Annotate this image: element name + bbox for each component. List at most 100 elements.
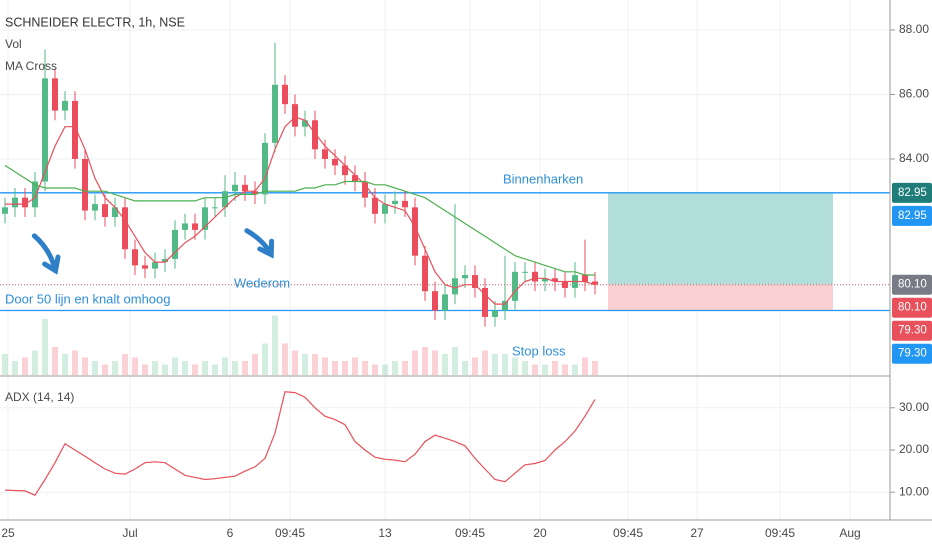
candle-body (182, 223, 188, 230)
volume-bar (12, 361, 18, 375)
volume-bar (72, 350, 78, 375)
volume-bar (332, 361, 338, 375)
candle-body (92, 204, 98, 211)
x-tick-label: 6 (227, 526, 234, 540)
candle-body (172, 229, 178, 259)
candle-body (192, 223, 198, 230)
volume-bar (62, 354, 68, 375)
y-tick-label: 30.00 (899, 400, 929, 414)
volume-bar (202, 361, 208, 375)
candle-body (352, 175, 358, 182)
annotation: Wederom (234, 275, 290, 290)
candle-body (242, 184, 248, 192)
volume-bar (102, 364, 108, 375)
candle-body (342, 165, 348, 176)
candle-body (22, 197, 28, 208)
candle-body (12, 197, 18, 208)
candle-body (132, 249, 138, 266)
volume-bar (22, 357, 28, 375)
candle-body (102, 204, 108, 218)
y-tick-label: 86.00 (899, 87, 929, 101)
volume-bar (262, 343, 268, 375)
candle-body (402, 200, 408, 208)
candle-body (432, 291, 438, 311)
candle-body (112, 207, 118, 218)
volume-bar (392, 361, 398, 375)
candle-body (462, 275, 468, 279)
volume-bar (92, 361, 98, 375)
candle-body (272, 84, 278, 143)
volume-bar (252, 354, 258, 375)
candle-body (322, 149, 328, 159)
candle-body (282, 84, 288, 105)
price-tag (892, 274, 932, 295)
volume-bar (492, 354, 498, 375)
volume-bar (442, 354, 448, 375)
volume-bar (42, 319, 48, 375)
volume-bar (142, 364, 148, 375)
volume-bar (382, 364, 388, 375)
candle-body (122, 207, 128, 250)
volume-bar (82, 357, 88, 375)
volume-bar (312, 354, 318, 375)
candle-body (442, 294, 448, 311)
volume-bar (352, 357, 358, 375)
loss-zone (608, 284, 833, 311)
volume-bar (422, 347, 428, 375)
x-tick-label: 25 (1, 526, 15, 540)
candle-body (262, 142, 268, 195)
candle-body (412, 207, 418, 256)
x-tick-label: 20 (533, 526, 547, 540)
candle-body (362, 181, 368, 198)
candle-body (372, 197, 378, 214)
volume-bar (322, 357, 328, 375)
ma-line (4, 164, 595, 276)
volume-bar (292, 350, 298, 375)
indicator-label: MA Cross (5, 59, 57, 73)
volume-bar (542, 364, 548, 375)
volume-bar (32, 350, 38, 375)
candle-body (202, 207, 208, 230)
y-tick-label: 84.00 (899, 151, 929, 165)
volume-bar (502, 354, 508, 375)
volume-bar (132, 357, 138, 375)
volume-bar (522, 361, 528, 375)
price-tag-label: 80.10 (898, 279, 927, 291)
volume-bar (452, 347, 458, 375)
volume-bar (222, 357, 228, 375)
price-tag (892, 297, 932, 318)
y-tick-label: 10.00 (899, 484, 929, 498)
volume-bar (172, 357, 178, 375)
volume-bar (152, 361, 158, 375)
candle-body (2, 207, 8, 214)
volume-bar (472, 357, 478, 375)
volume-bar (182, 361, 188, 375)
candle-body (522, 271, 528, 273)
annotation: Binnenharken (503, 171, 583, 186)
x-tick-label: 27 (690, 526, 704, 540)
candle-body (222, 191, 228, 208)
volume-bar (212, 364, 218, 375)
x-tick-label: 09:45 (613, 526, 643, 540)
candle-body (292, 104, 298, 127)
volume-bar (532, 364, 538, 375)
volume-bar (272, 315, 278, 375)
candle-body (562, 281, 568, 288)
price-tag-label: 79.30 (898, 348, 927, 360)
volume-bar (342, 361, 348, 375)
indicator-label: ADX (14, 14) (5, 390, 74, 404)
volume-bar (402, 361, 408, 375)
annotation: Door 50 lijn en knalt omhoog (5, 291, 171, 306)
candle-body (392, 200, 398, 205)
candle-body (52, 78, 58, 111)
candle-body (472, 275, 478, 288)
candle-body (82, 158, 88, 211)
volume-bar (462, 361, 468, 375)
y-tick-label: 20.00 (899, 442, 929, 456)
volume-bar (512, 357, 518, 375)
candle-body (592, 281, 598, 285)
candle-body (312, 120, 318, 150)
annotation: Stop loss (512, 343, 566, 358)
candle-body (252, 191, 258, 195)
x-tick-label: 09:45 (455, 526, 485, 540)
